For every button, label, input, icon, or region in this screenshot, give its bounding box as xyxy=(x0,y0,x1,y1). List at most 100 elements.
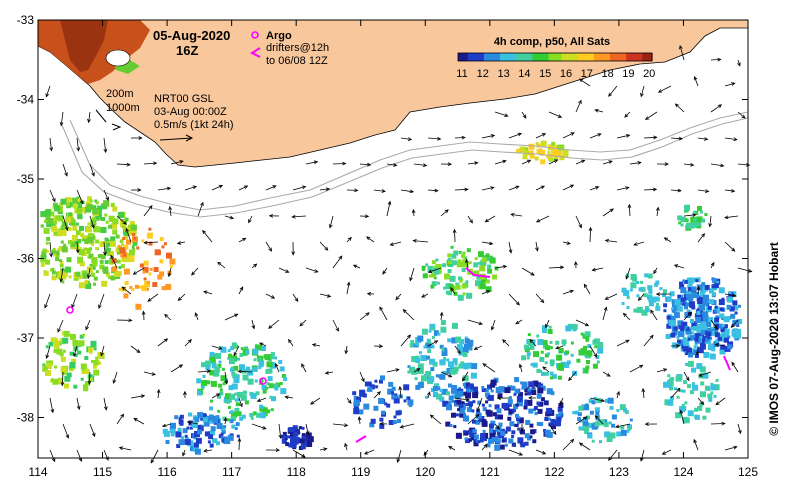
sst-pixel xyxy=(421,328,428,335)
sst-pixel xyxy=(182,428,188,434)
sst-pixel xyxy=(685,326,690,331)
current-arrow xyxy=(233,345,240,357)
current-arrow xyxy=(548,159,559,165)
sst-pixel xyxy=(72,203,78,209)
sst-pixel xyxy=(121,222,127,228)
sst-pixel xyxy=(92,364,97,369)
current-arrow xyxy=(481,290,491,295)
sst-pixel xyxy=(515,403,519,407)
sst-pixel xyxy=(76,196,80,200)
sst-pixel xyxy=(55,251,60,255)
sst-pixel xyxy=(105,220,109,224)
sst-pixel xyxy=(184,439,190,445)
current-arrow xyxy=(643,135,658,140)
current-arrow xyxy=(332,319,339,332)
sst-pixel xyxy=(356,397,362,402)
current-arrow xyxy=(545,319,550,329)
sst-pixel xyxy=(576,358,581,363)
sst-pixel xyxy=(638,287,643,292)
sst-pixel xyxy=(118,287,122,291)
sst-pixel xyxy=(529,153,535,159)
sst-pixel xyxy=(734,311,738,315)
sst-pixel xyxy=(678,331,684,337)
sst-pixel xyxy=(90,272,95,277)
sst-pixel xyxy=(42,366,48,372)
sst-pixel xyxy=(596,418,600,422)
sst-pixel xyxy=(481,388,486,393)
sst-pixel xyxy=(518,392,523,398)
lon-tick-label: 120 xyxy=(415,465,435,479)
sst-pixel xyxy=(507,416,512,421)
sst-pixel xyxy=(636,294,640,298)
sst-pixel xyxy=(712,329,719,335)
sst-pixel xyxy=(93,276,98,281)
sst-pixel xyxy=(684,325,688,329)
sst-pixel xyxy=(297,431,301,435)
current-arrow xyxy=(130,345,141,354)
sst-pixel xyxy=(95,239,100,244)
current-arrow xyxy=(346,236,352,243)
sst-pixel xyxy=(222,429,226,433)
sst-pixel xyxy=(468,261,472,265)
sst-pixel xyxy=(87,347,93,353)
sst-pixel xyxy=(461,401,465,405)
sst-pixel xyxy=(707,301,711,305)
sst-pixel xyxy=(531,390,537,395)
sst-pixel xyxy=(269,362,276,369)
sst-pixel xyxy=(702,311,709,318)
current-arrow xyxy=(131,188,142,192)
sst-pixel xyxy=(545,345,551,351)
current-arrow xyxy=(75,241,80,254)
current-arrow xyxy=(116,162,131,167)
sst-pixel xyxy=(584,368,589,373)
argo-legend-icon xyxy=(251,31,259,39)
colorbar-swatch xyxy=(645,53,650,61)
sst-pixel xyxy=(595,355,600,359)
sst-pixel xyxy=(606,436,613,442)
current-arrow xyxy=(555,345,564,350)
sst-pixel xyxy=(421,375,427,382)
sst-pixel xyxy=(78,204,82,208)
drifters-legend-line1: drifters@12h xyxy=(266,42,329,54)
sst-pixel xyxy=(77,198,82,203)
current-arrow xyxy=(389,241,402,246)
sst-pixel xyxy=(520,442,526,448)
sst-pixel xyxy=(484,438,487,442)
sst-pixel xyxy=(163,242,167,246)
sst-pixel xyxy=(669,291,675,297)
sst-pixel xyxy=(98,361,102,365)
colorbar-swatch xyxy=(567,53,572,61)
sst-pixel xyxy=(129,286,133,289)
sst-pixel xyxy=(453,366,459,372)
sst-pixel xyxy=(465,417,470,422)
current-arrow xyxy=(116,413,125,425)
sst-pixel xyxy=(541,328,547,333)
sst-pixel xyxy=(701,326,708,333)
sst-pixel xyxy=(415,384,421,390)
sst-pixel xyxy=(82,272,89,279)
sst-pixel xyxy=(695,220,702,227)
sst-pixel xyxy=(105,272,110,277)
sst-pixel xyxy=(551,373,557,379)
sst-pixel xyxy=(685,302,690,307)
sst-pixel xyxy=(588,399,593,404)
sst-pixel xyxy=(685,363,689,366)
sst-pixel xyxy=(259,406,265,412)
sst-pixel xyxy=(458,387,462,391)
colorbar-swatch xyxy=(467,53,472,61)
sst-pixel xyxy=(220,425,226,431)
sst-pixel xyxy=(670,377,675,382)
sst-pixel xyxy=(40,257,46,263)
current-arrow xyxy=(223,416,228,425)
sst-pixel xyxy=(437,332,441,336)
sst-pixel xyxy=(527,391,531,396)
sst-pixel xyxy=(702,299,709,306)
credit-label: © IMOS 07-Aug-2020 13:07 Hobart xyxy=(767,242,781,436)
current-arrow xyxy=(535,449,547,455)
sst-pixel xyxy=(516,421,520,425)
isobath-200-label: 200m xyxy=(106,88,134,100)
sst-pixel xyxy=(511,430,516,435)
sst-pixel xyxy=(616,409,620,412)
sst-pixel xyxy=(403,384,410,391)
sst-pixel xyxy=(298,426,302,430)
